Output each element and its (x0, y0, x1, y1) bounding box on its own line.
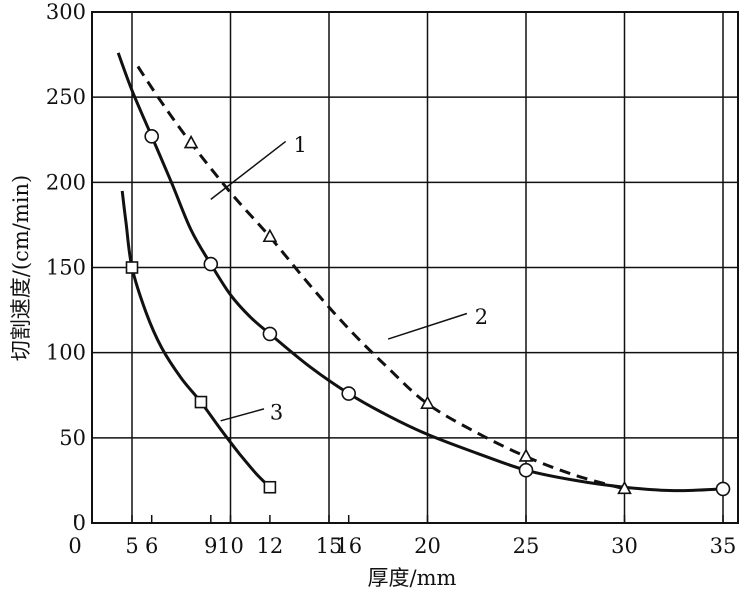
x-tick-label: 35 (710, 534, 737, 558)
y-tick-label: 50 (59, 426, 86, 450)
y-tick-label: 100 (46, 341, 86, 365)
curve-label-leader (210, 140, 287, 200)
y-axis-label: 切割速度/(cm/min) (9, 175, 33, 361)
x-tick-label: 15 (316, 534, 343, 558)
y-tick-label: 150 (46, 256, 86, 280)
curve-label: 2 (475, 305, 488, 329)
series-2-point (617, 480, 632, 495)
series-3-line (120, 190, 271, 489)
x-tick-label: 16 (335, 534, 362, 558)
series-2-point (518, 448, 534, 462)
curve-label: 1 (294, 133, 307, 157)
series-3-point (263, 480, 277, 494)
curve-label-leader (387, 312, 468, 340)
x-tick-label: 10 (217, 534, 244, 558)
series-2-line (136, 65, 625, 491)
x-tick-label: 6 (145, 534, 158, 558)
x-tick-label: 12 (257, 534, 284, 558)
series-2-point (183, 134, 199, 149)
y-tick-label: 250 (46, 85, 86, 109)
series-1-line (116, 52, 724, 493)
curves (116, 52, 724, 493)
x-tick-label: 20 (414, 534, 441, 558)
x-tick-label: 9 (204, 534, 217, 558)
series-1-point (715, 481, 731, 497)
curve-label-leader (220, 408, 265, 422)
curve-label-leaders: 1 2 3 (210, 133, 488, 424)
x-tick-label: 5 (125, 534, 138, 558)
series-3-point (125, 261, 139, 274)
markers (125, 129, 731, 497)
y-tick-label: 0 (73, 511, 86, 535)
grid (92, 12, 738, 523)
x-tick-label: 0 (68, 534, 81, 558)
series-2-point (262, 228, 278, 243)
series-1-point (262, 326, 278, 342)
y-tick-label: 300 (46, 0, 86, 24)
series-1-point (341, 386, 357, 401)
series-1-point (144, 129, 159, 144)
x-tick-label: 25 (513, 534, 540, 558)
series-3-point (194, 395, 208, 409)
y-tick-label: 200 (46, 170, 86, 194)
x-axis-label: 厚度/mm (368, 566, 457, 590)
plot-frame (91, 11, 739, 524)
x-tick-label: 30 (611, 534, 638, 558)
series-1-point (518, 462, 534, 478)
series-2-point (420, 395, 435, 409)
series-1-point (203, 256, 219, 272)
curve-label: 3 (270, 400, 283, 424)
